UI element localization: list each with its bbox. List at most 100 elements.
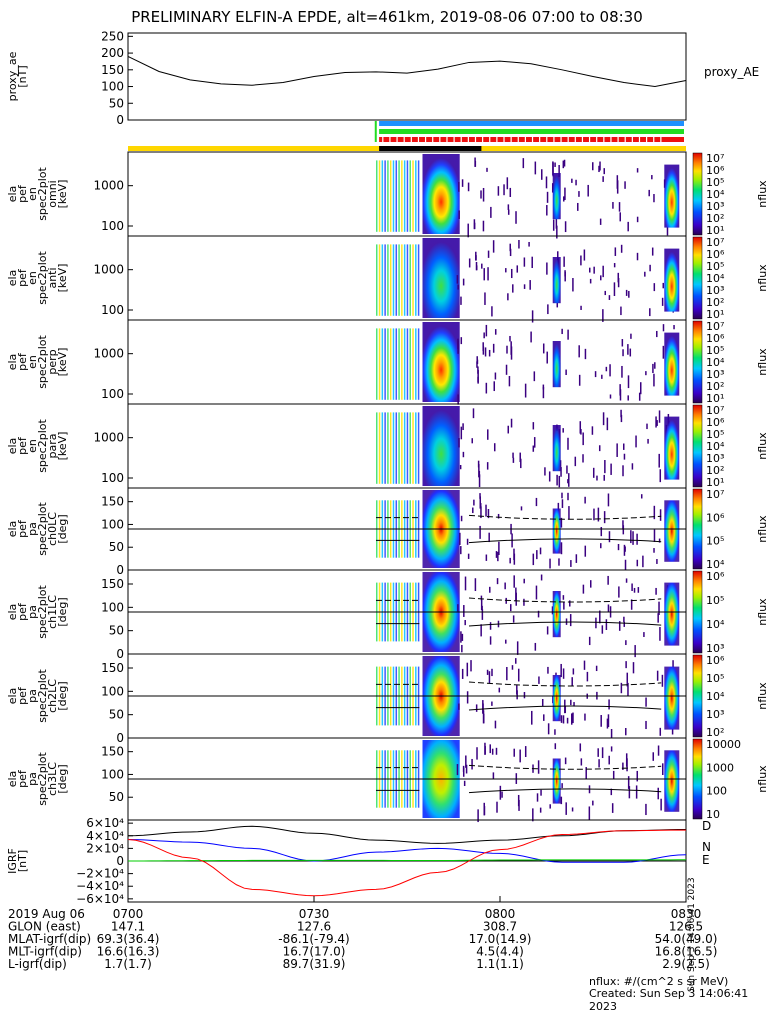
ylabel-line: en <box>26 187 39 201</box>
flux-dot <box>457 604 459 612</box>
ylabel-line: ch2LC <box>46 679 59 713</box>
flux-dot <box>481 609 484 620</box>
ylabel-line: [nT] <box>16 850 29 872</box>
flux-dot <box>600 526 603 537</box>
flux-dot <box>486 462 489 470</box>
flux-dot <box>618 586 620 598</box>
colorbar-tick-label: 10³ <box>706 642 724 655</box>
flux-streak <box>384 412 386 484</box>
flux-dot <box>608 295 611 300</box>
flux-dot <box>528 241 530 247</box>
flux-dot <box>569 614 572 627</box>
flux-dot <box>460 631 462 643</box>
status-gap <box>410 137 412 142</box>
spectrogram <box>376 572 680 658</box>
flux-streak <box>415 328 417 400</box>
flux-dot <box>507 425 510 434</box>
y-tick-label: 100 <box>101 684 124 698</box>
y-tick-label: 1000 <box>93 263 124 277</box>
flux-dot <box>478 464 480 478</box>
panel-spec-2: elapefenspec2plotanti[keV]100100010⁷10⁶1… <box>6 235 769 323</box>
ylabel-line: ela <box>6 771 19 788</box>
y-tick-label: 1000 <box>93 179 124 193</box>
flux-dot <box>644 271 646 277</box>
y-tick-label: 0 <box>116 563 124 577</box>
flux-dot <box>587 184 589 197</box>
colorbar-tick-label: 10000 <box>706 738 741 751</box>
flux-streak <box>376 412 378 484</box>
flux-dot <box>547 723 550 735</box>
flux-dot <box>583 660 586 670</box>
flux-dot <box>486 167 488 172</box>
flux-dot <box>463 605 465 617</box>
flux-dot <box>470 660 472 672</box>
flux-minor-2 <box>664 416 680 480</box>
flux-streak <box>381 328 384 400</box>
flux-dot <box>600 543 602 549</box>
ylabel-line: para <box>46 434 59 459</box>
flux-streak <box>401 412 403 484</box>
flux-dot <box>642 555 644 568</box>
ylabel-line: pef <box>16 769 29 788</box>
flux-dot <box>626 672 629 687</box>
status-gap <box>617 137 619 142</box>
status-bars <box>128 121 686 151</box>
colorbar-tick-label: 10⁶ <box>706 511 725 524</box>
status-gap <box>588 137 591 142</box>
flux-dot <box>656 559 658 564</box>
flux-dot <box>461 668 464 679</box>
flux-streak <box>387 244 389 316</box>
flux-dot <box>622 762 624 770</box>
flux-main <box>422 406 460 486</box>
flux-dot <box>503 184 505 196</box>
flux-dot <box>620 414 623 423</box>
status-gap <box>660 137 662 142</box>
flux-streak <box>417 160 420 232</box>
flux-dot <box>497 513 500 519</box>
y-tick-label: 150 <box>101 63 124 77</box>
flux-dot <box>543 714 545 721</box>
flux-dot <box>480 190 482 199</box>
flux-dot <box>608 699 610 710</box>
ylabel-line: omni <box>46 180 59 207</box>
flux-dot <box>630 530 632 544</box>
flux-dot <box>629 348 632 357</box>
flux-dot <box>627 395 629 401</box>
flux-dot <box>624 546 626 552</box>
colorbar-tick-label: 10⁵ <box>706 344 724 357</box>
flux-dot <box>464 576 467 591</box>
flux-dot <box>661 674 664 687</box>
loss-cone-line <box>376 705 662 711</box>
status-gap <box>503 137 505 142</box>
x-row-value: 126.5 <box>669 920 703 934</box>
status-gap <box>546 137 548 142</box>
flux-dot <box>532 808 534 822</box>
flux-dot <box>462 767 465 777</box>
status-gap <box>603 137 605 142</box>
ylabel-line: spec2plot <box>36 167 49 221</box>
flux-dot <box>511 665 514 670</box>
flux-dot <box>523 598 525 606</box>
units-note: nflux: #/(cm^2 s sr MeV) <box>589 975 729 988</box>
flux-dot <box>505 597 507 604</box>
flux-dot <box>482 220 485 232</box>
status-gap <box>567 137 569 142</box>
flux-dot <box>505 268 507 273</box>
colorbar-tick-label: 10⁵ <box>706 535 724 548</box>
flux-dot <box>603 474 605 481</box>
flux-dot <box>631 463 634 470</box>
flux-dot <box>662 345 665 359</box>
flux-dot <box>475 704 478 712</box>
ylabel-line: spec2plot <box>36 335 49 389</box>
flux-streak <box>392 328 395 400</box>
flux-dot <box>643 632 645 637</box>
flux-dot <box>570 699 572 706</box>
flux-dot <box>463 780 466 787</box>
flux-dot <box>630 333 632 339</box>
flux-dot <box>535 585 538 600</box>
ylabel-line: en <box>26 439 39 453</box>
flux-dot <box>625 289 628 296</box>
flux-dot <box>567 329 569 340</box>
igrf-series-D <box>127 825 687 844</box>
flux-dot <box>457 394 459 405</box>
